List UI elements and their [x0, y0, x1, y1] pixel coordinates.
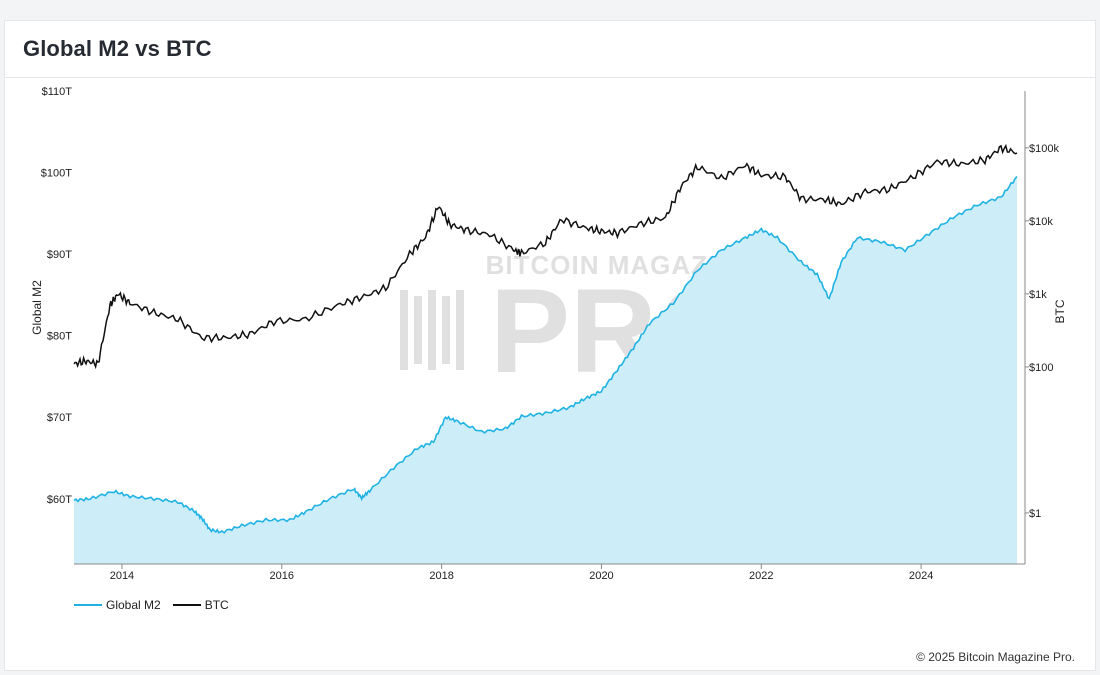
watermark-logo-bar: [400, 290, 408, 370]
y-tick-label: $90T: [47, 249, 72, 261]
m2-line: [73, 176, 1018, 534]
y2-tick-label: $10k: [1029, 216, 1053, 228]
x-tick-label: 2018: [429, 570, 453, 582]
x-tick-label: 2014: [110, 570, 134, 582]
y-tick-label: $80T: [47, 331, 72, 343]
y2-tick-label: $1k: [1029, 289, 1047, 301]
y2-tick-label: $100: [1029, 362, 1053, 374]
y-tick-label: $110T: [42, 86, 73, 98]
legend-item-m2[interactable]: Global M2: [74, 598, 161, 612]
x-tick-label: 2022: [749, 570, 773, 582]
btc-line: [73, 143, 1018, 370]
y-tick-label: $60T: [47, 494, 72, 506]
y-tick-label: $100T: [41, 168, 72, 180]
x-tick-label: 2020: [589, 570, 613, 582]
x-tick-label: 2024: [909, 570, 933, 582]
chart-legend: Global M2 BTC: [74, 598, 229, 612]
y-tick-label: $70T: [47, 412, 72, 424]
legend-label-btc: BTC: [204, 598, 229, 612]
legend-swatch-m2: [74, 604, 102, 606]
card-header: Global M2 vs BTC: [5, 21, 1095, 78]
y2-tick-label: $1: [1029, 508, 1041, 520]
copyright-text: © 2025 Bitcoin Magazine Pro.: [916, 650, 1075, 664]
watermark-logo-bar: [414, 296, 422, 364]
y2-tick-label: $100k: [1029, 143, 1059, 155]
watermark-logo-bar: [428, 290, 436, 370]
legend-label-m2: Global M2: [106, 598, 161, 612]
y-axis-title: Global M2: [30, 280, 44, 335]
x-tick-label: 2016: [270, 570, 294, 582]
legend-item-btc[interactable]: BTC: [172, 598, 229, 612]
watermark-logo-bar: [456, 290, 464, 370]
legend-swatch-btc: [172, 604, 201, 606]
m2-area: [74, 176, 1017, 564]
chart-title: Global M2 vs BTC: [23, 36, 212, 61]
watermark-logo-bar: [442, 296, 450, 364]
y2-axis-title: BTC: [1053, 299, 1067, 323]
